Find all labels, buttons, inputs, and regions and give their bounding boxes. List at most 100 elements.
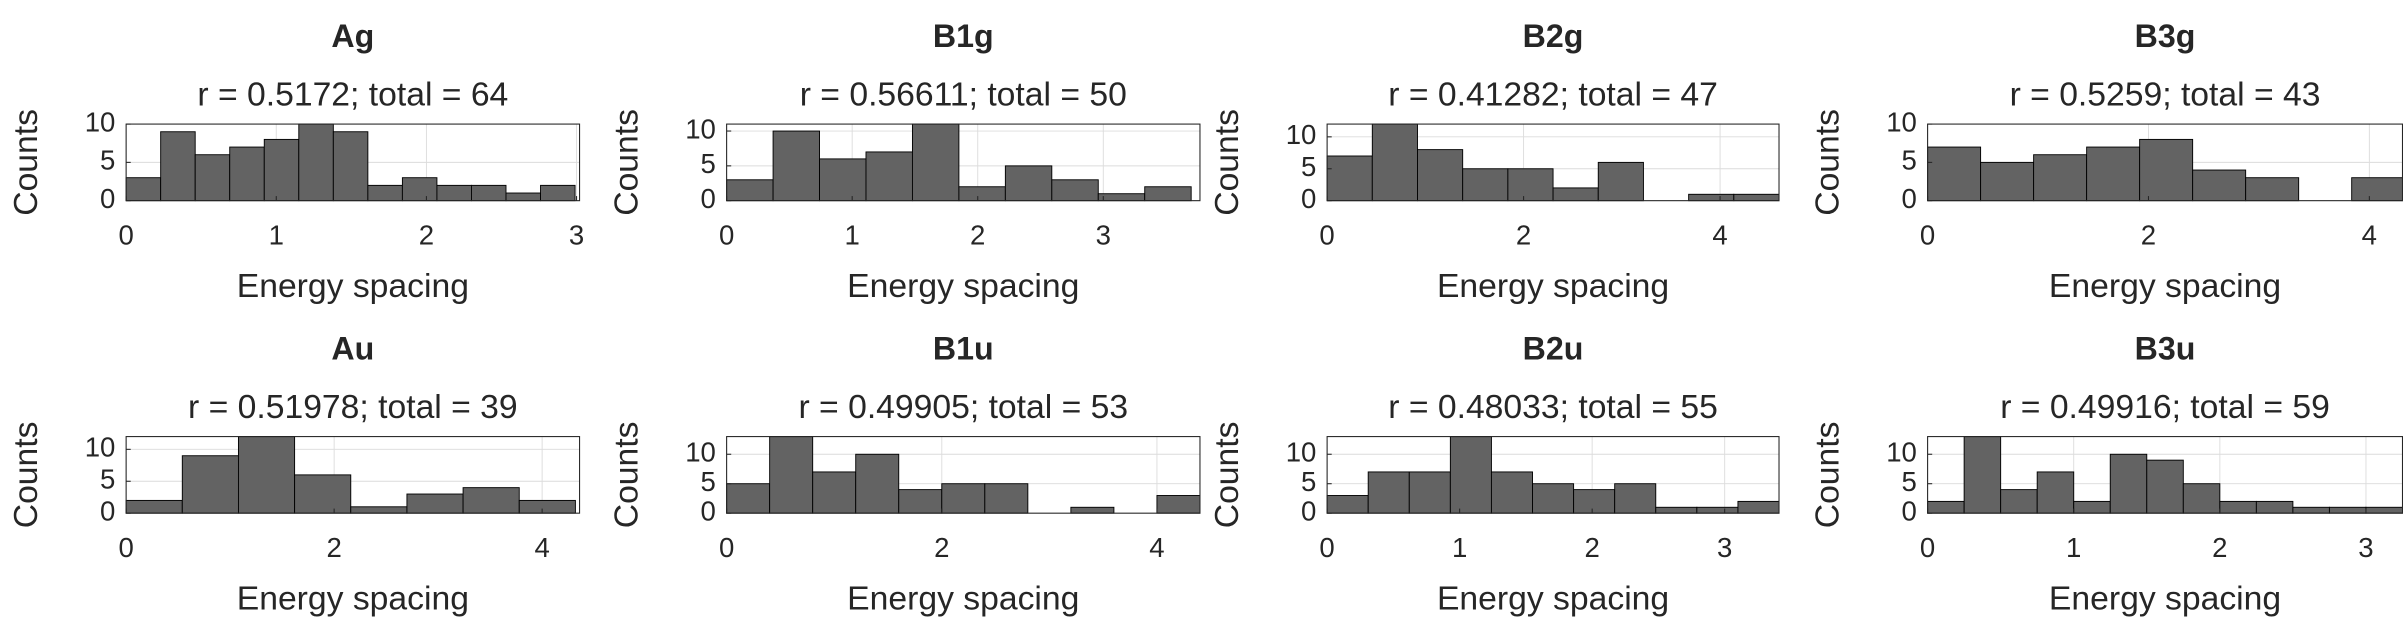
bar xyxy=(1733,193,1780,202)
bar xyxy=(1980,161,2035,202)
y-tick-label: 10 xyxy=(1886,437,1917,468)
bar xyxy=(194,154,231,202)
bar xyxy=(958,186,1006,202)
y-tick-label: 0 xyxy=(100,183,115,214)
y-tick-label: 0 xyxy=(100,495,115,526)
axes-box xyxy=(1326,436,1780,514)
panel-title: Ag xyxy=(331,18,374,54)
x-tick-label: 0 xyxy=(719,532,734,563)
bar xyxy=(160,131,196,202)
bar xyxy=(2192,169,2247,202)
x-tick-label: 2 xyxy=(2212,532,2227,563)
panel-subtitle: r = 0.5172; total = 64 xyxy=(197,75,508,113)
panel-title: Au xyxy=(331,330,374,366)
x-axis-label: Energy spacing xyxy=(237,579,469,617)
bar xyxy=(350,506,408,514)
panel-subtitle: r = 0.51978; total = 39 xyxy=(188,388,518,426)
y-tick-label: 0 xyxy=(1301,183,1316,214)
axes-box xyxy=(726,123,1201,202)
x-axis-label: Energy spacing xyxy=(1437,267,1669,305)
x-tick-label: 3 xyxy=(569,220,584,251)
y-tick-label: 10 xyxy=(1886,106,1917,137)
bar xyxy=(540,184,576,202)
x-axis-label: Energy spacing xyxy=(847,579,1079,617)
bar xyxy=(237,436,296,514)
bar xyxy=(2000,489,2038,514)
bar xyxy=(1597,161,1644,202)
x-tick-label: 2 xyxy=(419,220,434,251)
y-axis-label: Counts xyxy=(7,109,45,216)
bar xyxy=(436,184,472,202)
x-axis-label: Energy spacing xyxy=(2049,579,2281,617)
x-tick-label: 4 xyxy=(2362,220,2377,251)
panel-title: B3g xyxy=(2135,18,2196,54)
y-tick-label: 0 xyxy=(701,183,716,214)
bar xyxy=(367,184,403,202)
x-tick-label: 4 xyxy=(1149,532,1164,563)
y-tick-label: 10 xyxy=(1286,119,1317,150)
bar xyxy=(332,131,369,202)
bar xyxy=(1927,146,1982,202)
x-tick-label: 3 xyxy=(2358,532,2373,563)
bar xyxy=(1367,471,1410,514)
bar xyxy=(2351,177,2403,202)
x-tick-label: 4 xyxy=(534,532,549,563)
x-tick-label: 2 xyxy=(1516,220,1531,251)
bar xyxy=(1408,471,1451,514)
panel-title: B2u xyxy=(1523,330,1584,366)
y-axis-label: Counts xyxy=(1208,422,1246,529)
bar xyxy=(2109,453,2148,514)
panel-subtitle: r = 0.56611; total = 50 xyxy=(800,75,1127,113)
y-tick-label: 10 xyxy=(85,432,116,463)
y-axis-label: Counts xyxy=(1808,422,1846,529)
bar xyxy=(1097,193,1146,202)
x-tick-label: 0 xyxy=(1920,220,1935,251)
y-tick-label: 5 xyxy=(701,466,716,497)
bar xyxy=(1449,436,1492,514)
bar xyxy=(2182,483,2221,514)
y-tick-label: 5 xyxy=(1902,466,1917,497)
bar xyxy=(812,471,857,514)
axes-box xyxy=(1927,436,2403,514)
bar xyxy=(898,489,943,514)
bar xyxy=(1156,495,1201,514)
bar xyxy=(2245,177,2300,202)
x-tick-label: 2 xyxy=(970,220,985,251)
bar xyxy=(401,177,438,202)
x-axis-label: Energy spacing xyxy=(1437,579,1669,617)
bar xyxy=(181,455,239,514)
y-tick-label: 5 xyxy=(1301,151,1316,182)
panel-subtitle: r = 0.49905; total = 53 xyxy=(798,388,1128,426)
bar xyxy=(406,493,464,514)
x-tick-label: 3 xyxy=(1717,532,1732,563)
y-tick-label: 0 xyxy=(701,495,716,526)
x-tick-label: 3 xyxy=(1096,220,1111,251)
x-tick-label: 0 xyxy=(118,532,133,563)
x-tick-label: 2 xyxy=(934,532,949,563)
bar xyxy=(125,177,162,202)
bar xyxy=(2073,500,2111,514)
bar xyxy=(471,184,507,202)
bar xyxy=(2086,146,2141,202)
bar xyxy=(2139,138,2194,202)
bar xyxy=(865,151,913,202)
bar xyxy=(1614,483,1657,514)
bar xyxy=(1507,168,1554,202)
y-tick-label: 5 xyxy=(1301,466,1316,497)
bar xyxy=(1070,506,1115,514)
bar xyxy=(1927,500,1965,514)
y-tick-label: 10 xyxy=(1286,437,1317,468)
x-axis-label: Energy spacing xyxy=(847,267,1079,305)
bar xyxy=(125,499,183,514)
bar xyxy=(1326,155,1373,202)
bar xyxy=(984,483,1029,514)
bar xyxy=(1696,506,1739,514)
bar xyxy=(1532,483,1575,514)
bar xyxy=(2219,500,2257,514)
bar xyxy=(1655,506,1698,514)
bar xyxy=(772,130,820,202)
y-tick-label: 0 xyxy=(1902,495,1917,526)
panel-subtitle: r = 0.49916; total = 59 xyxy=(2000,388,2330,426)
x-tick-label: 0 xyxy=(1920,532,1935,563)
